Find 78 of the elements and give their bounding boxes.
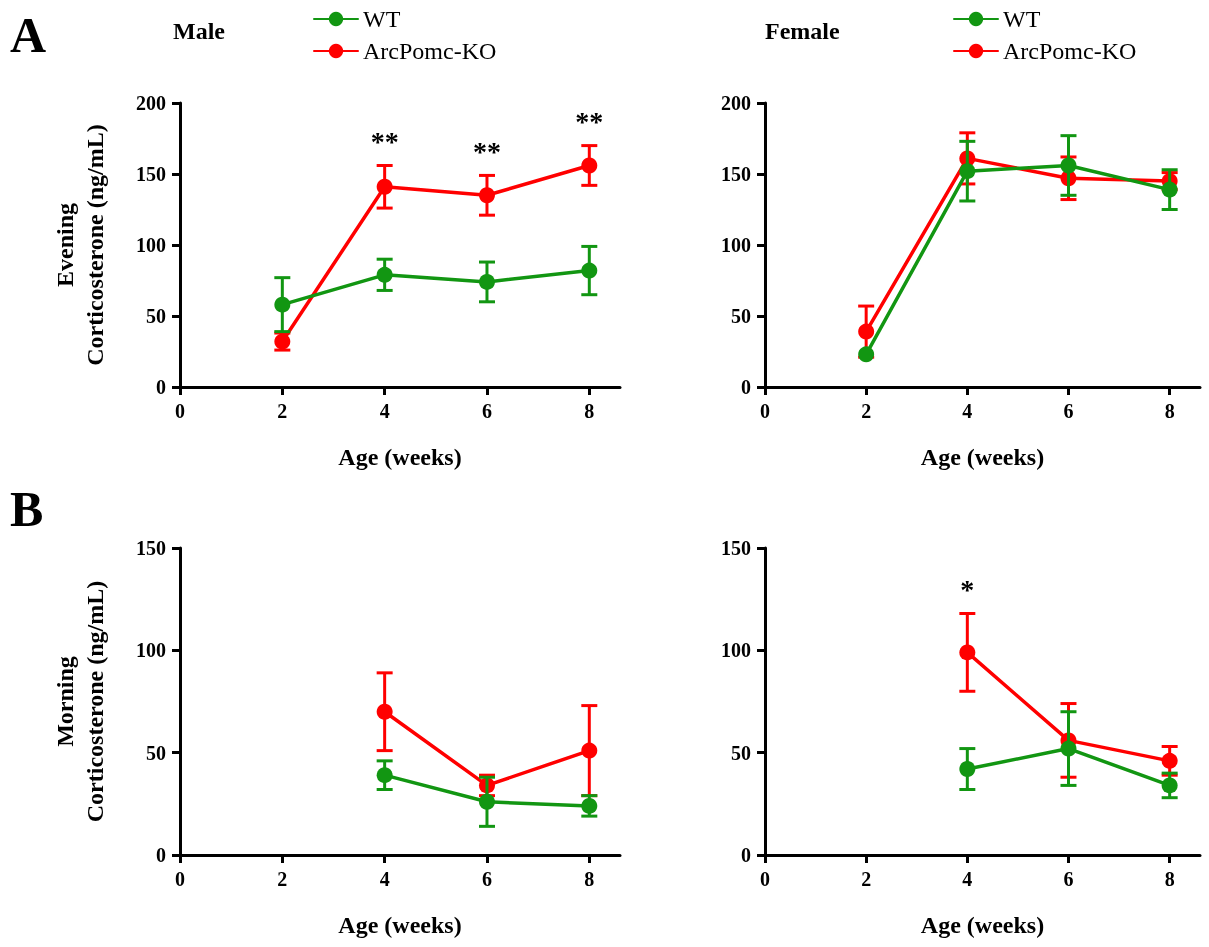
point — [581, 157, 598, 174]
point — [376, 703, 393, 720]
x-tick-label: 8 — [584, 400, 595, 422]
text: B — [10, 481, 44, 537]
chart-title: Male — [173, 18, 226, 44]
x-tick-label: 0 — [760, 400, 770, 422]
x-tick-label: 6 — [1063, 400, 1074, 422]
point — [1161, 181, 1178, 198]
y-tick-label: 150 — [136, 163, 166, 185]
y-axis-title: Evening Corticosterone (ng/mL) — [52, 124, 108, 366]
y-tick-label: 50 — [731, 305, 751, 327]
x-tick-label: 8 — [1164, 868, 1175, 890]
y-tick-label: 100 — [136, 639, 166, 662]
y-tick-label: 100 — [136, 234, 166, 256]
x-tick-label: 0 — [175, 400, 185, 422]
point — [959, 761, 976, 778]
x-tick-label: 4 — [379, 400, 390, 422]
point — [478, 793, 495, 810]
point — [376, 266, 393, 283]
x-axis-title: Age (weeks) — [338, 444, 462, 470]
x-tick-label: 0 — [175, 868, 185, 890]
chart-title: Female — [765, 18, 840, 44]
y-tick-label: 100 — [721, 234, 751, 256]
x-tick-label: 4 — [962, 400, 973, 422]
y-tick-label: 0 — [156, 376, 166, 398]
y-tick-label: 0 — [741, 844, 751, 866]
y-tick-label: 50 — [146, 741, 166, 764]
annotation: ** — [575, 106, 604, 138]
x-axis-title: Age (weeks) — [920, 912, 1045, 938]
x-tick-label: 2 — [861, 868, 872, 890]
point — [581, 742, 598, 759]
y-tick-label: 150 — [721, 537, 751, 559]
legend-label: WT — [1003, 6, 1041, 32]
annotation: * — [960, 573, 975, 605]
point — [376, 178, 393, 195]
x-tick-label: 6 — [1063, 868, 1074, 890]
x-tick-label: 6 — [481, 868, 492, 890]
x-tick-label: 4 — [962, 868, 973, 890]
x-tick-label: 8 — [584, 868, 595, 890]
text: A — [10, 7, 47, 63]
y-tick-label: 100 — [721, 639, 751, 662]
y-tick-label: 0 — [741, 376, 751, 398]
point — [478, 273, 495, 290]
point — [1161, 777, 1178, 794]
y-axis-title: Morning Corticosterone (ng/mL) — [52, 580, 108, 823]
point — [1161, 752, 1178, 769]
point — [959, 644, 976, 661]
x-tick-label: 2 — [277, 868, 288, 890]
x-axis-title: Age (weeks) — [338, 912, 462, 938]
legend-label: WT — [363, 6, 401, 32]
y-tick-label: 150 — [136, 537, 166, 559]
x-tick-label: 2 — [861, 400, 872, 422]
legend-label: ArcPomc-KO — [1003, 38, 1137, 64]
point — [1060, 740, 1077, 757]
point — [858, 346, 875, 363]
x-axis-title: Age (weeks) — [920, 444, 1045, 470]
annotation: ** — [370, 125, 399, 157]
x-tick-label: 0 — [760, 868, 770, 890]
point — [581, 797, 598, 814]
legend-label: ArcPomc-KO — [363, 38, 497, 64]
y-tick-label: 200 — [136, 92, 166, 114]
x-tick-label: 2 — [277, 400, 288, 422]
y-tick-label: 0 — [156, 844, 166, 866]
point — [959, 163, 976, 180]
point — [478, 187, 495, 204]
point — [376, 767, 393, 784]
y-tick-label: 200 — [721, 92, 751, 114]
x-tick-label: 8 — [1164, 400, 1175, 422]
point — [581, 262, 598, 279]
point — [1060, 157, 1077, 174]
y-tick-label: 50 — [146, 305, 166, 327]
y-tick-label: 150 — [721, 163, 751, 185]
point — [858, 323, 875, 340]
x-tick-label: 4 — [379, 868, 390, 890]
y-tick-label: 50 — [731, 741, 751, 764]
point — [274, 296, 291, 313]
x-tick-label: 6 — [481, 400, 492, 422]
annotation: ** — [472, 135, 501, 167]
